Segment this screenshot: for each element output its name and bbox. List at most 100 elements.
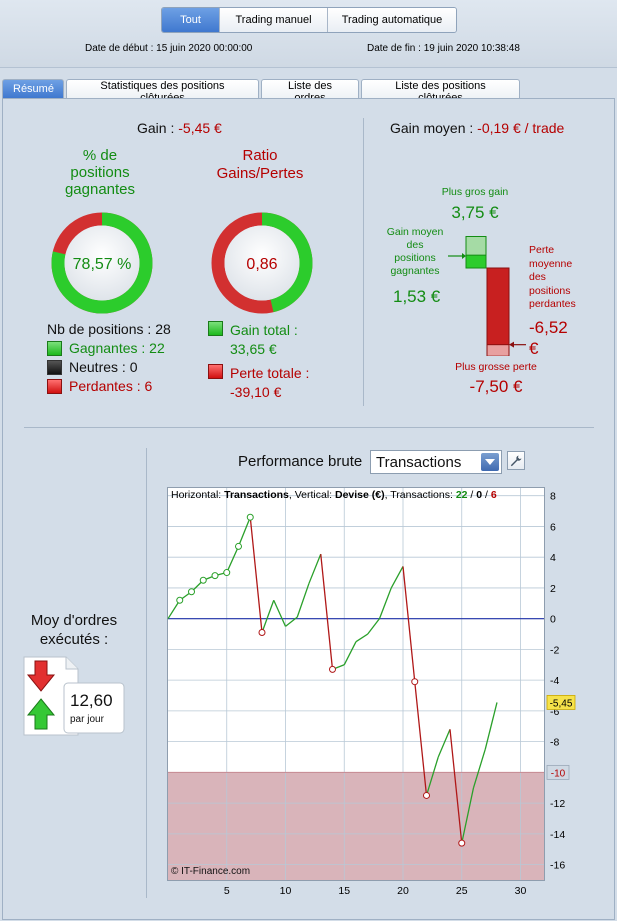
perte-moyenne-unit: € xyxy=(529,339,539,358)
y-tick-label: 4 xyxy=(550,552,556,564)
wrench-icon[interactable] xyxy=(507,451,525,470)
ratio-title-line: Ratio xyxy=(242,147,278,164)
bar-loss-avg xyxy=(486,267,510,346)
threshold-label: -10 xyxy=(551,768,566,779)
donut-win-arc xyxy=(51,212,153,314)
gain-moyen-positions-value: 1,53 € xyxy=(393,287,441,306)
orders-title-line: Moy d'ordres xyxy=(30,612,118,629)
win-point xyxy=(199,576,207,584)
caption-text: / xyxy=(467,489,477,501)
y-tick-label: -12 xyxy=(550,798,565,810)
gain-moyen: Gain moyen : -0,19 € / trade xyxy=(390,120,564,136)
orders-card: 12,60 par jour xyxy=(22,655,126,737)
perte-moyenne-label: Perte moyenne des positions perdantes xyxy=(529,244,576,312)
label-line: Perte xyxy=(529,244,555,256)
chart-watermark: © IT-Finance.com xyxy=(171,866,251,877)
label-line: des xyxy=(406,239,424,251)
mode-button-trading-automatique[interactable]: Trading automatique xyxy=(327,8,456,32)
plus-grosse-perte-value: -7,50 € xyxy=(469,377,523,396)
label-line: moyenne xyxy=(529,257,573,270)
x-tick-label: 20 xyxy=(397,885,409,897)
legend-green-square xyxy=(47,341,62,356)
y-tick-label: 8 xyxy=(550,491,556,503)
end-date: Date de fin : 19 juin 2020 10:38:48 xyxy=(367,43,520,54)
ratio-value: 0,86 xyxy=(246,256,277,273)
perdantes-count: Perdantes : 6 xyxy=(69,378,153,394)
mode-selector: Tout Trading manuel Trading automatique xyxy=(161,7,457,33)
series-segment xyxy=(425,756,439,796)
caption-horizontal: Transactions xyxy=(224,489,289,501)
ratio-title-line: Gains/Pertes xyxy=(216,165,304,182)
win-pct-donut: 78,57 % xyxy=(51,212,153,314)
series-segment xyxy=(378,587,392,619)
gain-value: -5,45 € xyxy=(178,120,222,136)
gain-summary: Gain : -5,45 € xyxy=(137,120,222,136)
separator-vertical-top xyxy=(363,118,364,406)
perte-totale-value: -39,10 € xyxy=(230,384,282,400)
series-segment xyxy=(484,702,498,750)
nb-positions-label: Nb de positions : xyxy=(47,321,152,337)
orders-title: Moy d'ordres exécutés : xyxy=(10,611,138,649)
tab-resume[interactable]: Résumé xyxy=(2,79,64,98)
caption-win-count: 22 xyxy=(455,489,468,501)
loss-point xyxy=(411,678,419,686)
loss-point xyxy=(258,629,266,637)
gain-moyen-value: -0,19 € / trade xyxy=(477,120,565,136)
win-pct-value: 78,57 % xyxy=(73,256,132,273)
series-segment xyxy=(449,729,463,844)
buy-arrow-icon xyxy=(26,698,56,730)
legend-red-square xyxy=(47,379,62,394)
mode-button-trading-manuel[interactable]: Trading manuel xyxy=(219,8,327,32)
orders-title-line: exécutés : xyxy=(39,631,109,648)
caption-text: Horizontal: xyxy=(171,489,225,501)
chevron-down-icon[interactable] xyxy=(481,453,499,471)
orders-unit: par jour xyxy=(70,714,104,725)
ratio-gain-arc xyxy=(211,212,313,314)
ratio-donut: 0,86 xyxy=(211,212,313,314)
legend-black-square xyxy=(47,360,62,375)
win-point xyxy=(211,572,219,580)
series-segment xyxy=(320,554,334,670)
tab-liste-ordres[interactable]: Liste des ordres xyxy=(261,79,359,104)
tab-liste-positions[interactable]: Liste des positions clôturées xyxy=(361,79,520,104)
plus-gros-gain-label: Plus gros gain xyxy=(441,186,509,198)
win-pct-title-line: % de xyxy=(82,147,118,164)
perte-totale-label: Perte totale : xyxy=(230,365,310,381)
x-tick-label: 25 xyxy=(456,885,468,897)
end-date-label: Date de fin : xyxy=(367,43,421,54)
gain-moyen-positions-label: Gain moyen des positions gagnantes xyxy=(380,226,450,278)
start-date-value: 15 juin 2020 00:00:00 xyxy=(156,43,253,54)
last-value-label: -5,45 xyxy=(550,698,573,709)
gain-moyen-label: Gain moyen : xyxy=(390,120,474,136)
loss-point xyxy=(458,839,466,847)
gain-total: Gain total : 33,65 € xyxy=(230,321,298,359)
y-tick-label: -8 xyxy=(550,737,559,749)
series-segment xyxy=(167,599,181,620)
win-point xyxy=(223,569,231,577)
series-segment xyxy=(285,616,298,627)
tab-statistiques[interactable]: Statistiques des positions clôturées xyxy=(66,79,259,104)
y-tick-label: -6 xyxy=(550,706,559,718)
threshold-badge xyxy=(546,764,570,780)
series-segment xyxy=(414,681,428,796)
y-tick-label: -16 xyxy=(550,860,565,872)
y-tick-label: 2 xyxy=(550,583,556,595)
performance-select[interactable]: Transactions xyxy=(370,450,502,474)
series-segment xyxy=(249,517,263,633)
nb-positions: Nb de positions : 28 xyxy=(47,321,171,337)
y-tick-label: -2 xyxy=(550,644,559,656)
separator-horizontal xyxy=(24,427,594,428)
loss-avg-arrow xyxy=(509,341,514,348)
series-segment xyxy=(461,787,475,844)
donut-center xyxy=(64,225,140,301)
loss-point xyxy=(423,791,430,799)
series-segment xyxy=(343,641,357,666)
mode-button-tout[interactable]: Tout xyxy=(162,8,219,32)
gagnantes-count: Gagnantes : 22 xyxy=(69,340,165,356)
gain-loss-bars xyxy=(448,236,526,356)
perte-moyenne-value: -6,52 € xyxy=(529,317,568,359)
orders-icon xyxy=(23,656,125,736)
caption-text: , Vertical: xyxy=(288,489,335,501)
win-pct-title-line: gagnantes xyxy=(64,181,136,198)
tab-bar: Résumé Statistiques des positions clôtur… xyxy=(2,79,522,104)
